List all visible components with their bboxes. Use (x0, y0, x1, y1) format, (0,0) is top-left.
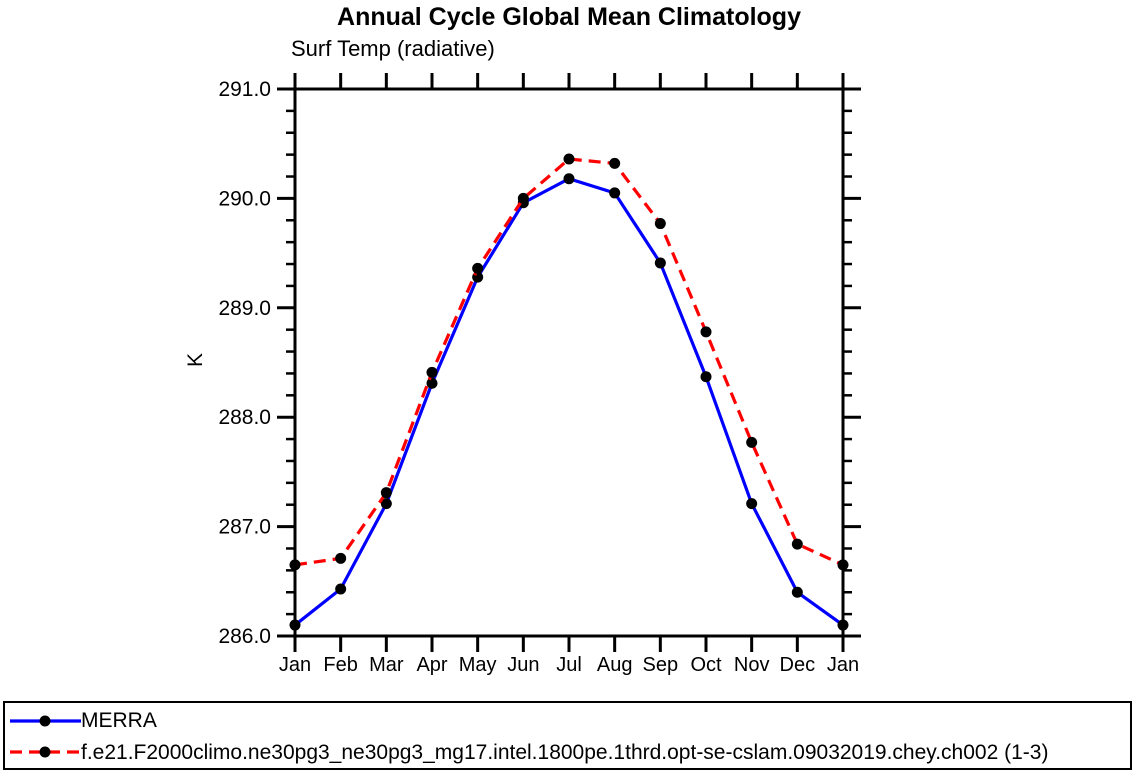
x-tick-label: Oct (690, 654, 722, 676)
series-1-point (700, 326, 712, 338)
series-1-point (746, 436, 758, 448)
chart-subtitle: Surf Temp (radiative) (291, 36, 495, 61)
plot-area: Jan Feb Mar Apr May Jun Jul Aug Sep Oct Nov Dec Jan 2… (218, 73, 861, 676)
series-0-point (700, 371, 712, 383)
series-1-point (380, 487, 392, 499)
legend-label-model: f.e21.F2000climo.ne30pg3_ne30pg3_mg17.in… (81, 740, 1049, 764)
legend-box: MERRA f.e21.F2000climo.ne30pg3_ne30pg3_m… (3, 701, 1132, 770)
series-1-point (472, 262, 484, 274)
series-1-point (609, 157, 621, 169)
series-1-point (289, 559, 301, 571)
x-tick-label: Jan (827, 654, 859, 676)
series-1-point (791, 538, 803, 550)
series-0-point (791, 586, 803, 598)
y-tick-label: 289.0 (218, 297, 271, 320)
legend-swatch-solid-line (10, 715, 81, 727)
x-tick-label: Mar (369, 654, 404, 676)
chart-title: Annual Cycle Global Mean Climatology (337, 3, 801, 31)
series-1-point (837, 559, 849, 571)
legend-swatch-dashed-line (10, 746, 81, 758)
plot-frame (293, 87, 845, 638)
series-1-point (517, 192, 529, 204)
x-tick-label: Sep (643, 654, 679, 676)
x-tick-label: Feb (323, 654, 357, 676)
series-0-point (609, 187, 621, 199)
x-tick-label: Jan (279, 654, 311, 676)
legend-label-merra: MERRA (81, 709, 157, 733)
y-tick-label: 287.0 (218, 516, 271, 539)
series-1-point (426, 366, 438, 378)
y-tick-label: 286.0 (218, 625, 271, 648)
legend-entry-merra: MERRA (10, 705, 1130, 736)
series-0-point (837, 619, 849, 631)
series-1-point (654, 218, 666, 230)
series-1-line (294, 157, 844, 567)
x-tick-label: Aug (597, 654, 633, 676)
series-0-point (654, 257, 666, 269)
legend-entry-model: f.e21.F2000climo.ne30pg3_ne30pg3_mg17.in… (10, 737, 1130, 768)
series-1-point (335, 552, 347, 564)
x-tick-label: Nov (734, 654, 770, 676)
series-0-point (746, 498, 758, 510)
x-tick-label: Jun (507, 654, 539, 676)
series-1-point (563, 153, 575, 165)
series-0-point (563, 173, 575, 185)
y-tick-label: 288.0 (218, 406, 271, 429)
x-tick-label: May (459, 654, 497, 676)
y-tick-label: 291.0 (218, 78, 271, 101)
x-tick-label: Jul (556, 654, 582, 676)
x-tick-label: Apr (416, 654, 447, 676)
series-0-point (289, 619, 301, 631)
x-tick-label: Dec (780, 654, 816, 676)
series-0-line (294, 176, 844, 627)
y-tick-label: 290.0 (218, 187, 271, 210)
series-0-point (335, 583, 347, 595)
series-0-point (426, 377, 438, 389)
series-0-point (380, 498, 392, 510)
